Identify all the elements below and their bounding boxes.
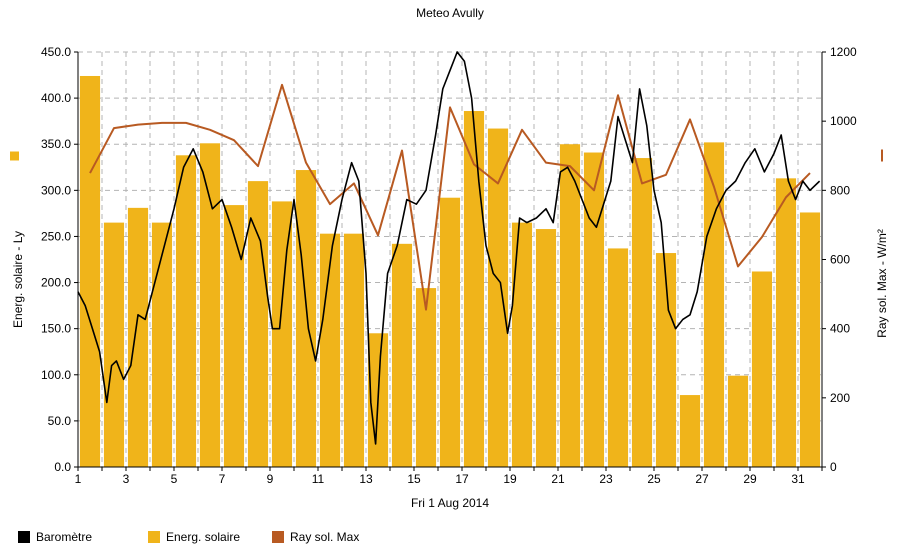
bar-energ-solaire bbox=[751, 271, 773, 467]
x-tick-label: 9 bbox=[267, 472, 274, 486]
y-right-tick-label: 800 bbox=[830, 183, 850, 197]
x-tick-label: 27 bbox=[695, 472, 709, 486]
legend-swatch-barometre bbox=[18, 531, 30, 543]
bar-energ-solaire bbox=[727, 375, 749, 467]
y-left-tick-label: 0.0 bbox=[54, 460, 71, 474]
legend: Baromètre Energ. solaire Ray sol. Max bbox=[0, 522, 900, 556]
bar-energ-solaire bbox=[679, 395, 701, 467]
x-tick-label: 25 bbox=[647, 472, 661, 486]
legend-label-energ: Energ. solaire bbox=[166, 530, 241, 544]
bar-energ-solaire bbox=[535, 229, 557, 467]
legend-swatch-ray bbox=[272, 531, 284, 543]
y-right-axis-label: Ray sol. Max - W/m² bbox=[875, 229, 889, 338]
x-tick-label: 3 bbox=[123, 472, 130, 486]
legend-item-ray: Ray sol. Max bbox=[272, 530, 359, 544]
y-left-tick-label: 200.0 bbox=[41, 276, 71, 290]
bar-energ-solaire bbox=[127, 207, 149, 467]
legend-swatch-energ bbox=[148, 531, 160, 543]
x-tick-label: 11 bbox=[312, 472, 325, 486]
y-right-tick-label: 600 bbox=[830, 253, 850, 267]
bar-energ-solaire bbox=[79, 75, 101, 467]
x-tick-label: 7 bbox=[219, 472, 226, 486]
bar-energ-solaire bbox=[511, 222, 533, 467]
bar-energ-solaire bbox=[463, 111, 485, 468]
bar-energ-solaire bbox=[343, 233, 365, 467]
y-left-tick-label: 350.0 bbox=[41, 137, 71, 151]
bar-energ-solaire bbox=[415, 288, 437, 467]
x-tick-label: 19 bbox=[503, 472, 517, 486]
y-left-tick-label: 100.0 bbox=[41, 368, 71, 382]
legend-item-energ: Energ. solaire bbox=[148, 530, 240, 544]
y-left-tick-label: 400.0 bbox=[41, 91, 71, 105]
bar-energ-solaire bbox=[799, 212, 821, 467]
x-axis-label: Fri 1 Aug 2014 bbox=[411, 496, 489, 510]
x-tick-label: 23 bbox=[599, 472, 613, 486]
y-left-tick-label: 300.0 bbox=[41, 183, 71, 197]
bar-energ-solaire bbox=[223, 205, 245, 468]
y-left-tick-label: 50.0 bbox=[48, 414, 72, 428]
bar-energ-solaire bbox=[607, 248, 629, 467]
y-left-tick-label: 150.0 bbox=[41, 322, 71, 336]
x-tick-label: 17 bbox=[455, 472, 469, 486]
y-right-tick-label: 200 bbox=[830, 391, 850, 405]
legend-label-barometre: Baromètre bbox=[36, 530, 93, 544]
bar-energ-solaire bbox=[583, 152, 605, 467]
line-barometre bbox=[77, 51, 821, 445]
bar-energ-solaire bbox=[295, 170, 317, 468]
x-tick-label: 1 bbox=[75, 472, 82, 486]
x-tick-label: 29 bbox=[743, 472, 757, 486]
y-left-axis-label: Energ. solaire - Ly bbox=[11, 231, 25, 328]
chart-canvas: 0.0 50.0 100.0 150.0 200.0 250.0 300.0 350.0 400… bbox=[10, 45, 889, 510]
bar-energ-solaire bbox=[271, 201, 293, 467]
y-right-tick-label: 0 bbox=[830, 460, 837, 474]
bar-energ-solaire bbox=[655, 253, 677, 467]
legend-item-barometre: Baromètre bbox=[18, 530, 92, 544]
bar-energ-solaire bbox=[103, 222, 125, 467]
bar-energ-solaire bbox=[559, 144, 581, 467]
bar-energ-solaire bbox=[775, 178, 797, 467]
bar-energ-solaire bbox=[247, 181, 269, 467]
bar-energ-solaire bbox=[631, 158, 653, 468]
legend-label-ray: Ray sol. Max bbox=[290, 530, 360, 544]
y-left-tick-label: 450.0 bbox=[41, 45, 71, 59]
bar-energ-solaire bbox=[319, 233, 341, 467]
bar-energ-solaire bbox=[199, 143, 221, 468]
x-tick-label: 21 bbox=[551, 472, 565, 486]
x-tick-label: 13 bbox=[359, 472, 373, 486]
bar-energ-solaire bbox=[439, 197, 461, 467]
x-tick-label: 31 bbox=[791, 472, 805, 486]
bar-energ-solaire bbox=[151, 222, 173, 467]
bar-energ-solaire bbox=[175, 155, 197, 468]
y-left-axis-marker bbox=[10, 151, 19, 161]
y-left-tick-label: 250.0 bbox=[41, 229, 71, 243]
y-right-tick-label: 1000 bbox=[830, 114, 857, 128]
chart-title: Meteo Avully bbox=[416, 6, 484, 20]
y-right-tick-label: 400 bbox=[830, 322, 850, 336]
x-tick-label: 5 bbox=[171, 472, 178, 486]
line-ray-sol-max bbox=[89, 83, 811, 311]
bar-energ-solaire bbox=[487, 128, 509, 468]
bar-energ-solaire bbox=[703, 142, 725, 467]
y-right-tick-label: 1200 bbox=[830, 45, 857, 59]
x-tick-label: 15 bbox=[407, 472, 421, 486]
bar-energ-solaire bbox=[391, 243, 413, 467]
